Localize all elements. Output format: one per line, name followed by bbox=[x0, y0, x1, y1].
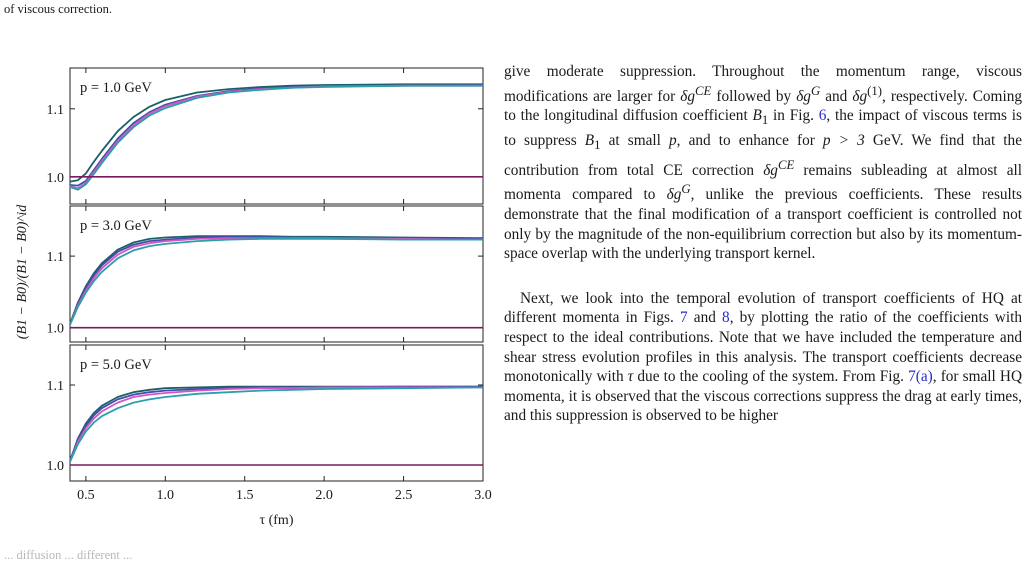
p1-text-2: and bbox=[820, 87, 853, 105]
panel-frame-3 bbox=[69, 344, 484, 482]
p1-text-7: , and to enhance for bbox=[676, 131, 823, 149]
series-line-1-2 bbox=[69, 84, 484, 187]
paragraph-2: Next, we look into the temporal evolutio… bbox=[504, 289, 1022, 426]
panel-frame-2 bbox=[69, 205, 484, 343]
p1-text-0: give moderate suppression. Throughout th… bbox=[504, 63, 1022, 105]
p1-sup-ce: CE bbox=[695, 83, 712, 98]
paragraph-1: give moderate suppression. Throughout th… bbox=[504, 62, 1022, 264]
p1-text-9: remains subleading at almost all momenta… bbox=[504, 161, 1022, 204]
fig-7a-link[interactable]: 7(a) bbox=[908, 368, 933, 386]
figure-chart: 1.0 1.1 p = 1.0 GeV 1.0 1.1 p = 3.0 GeV 1.0 1.1… bbox=[15, 67, 492, 528]
p1-text-5: , the impact of viscous terms is to supp… bbox=[504, 107, 1022, 149]
p1-text-3: , respectively. Coming to the longitudin… bbox=[504, 87, 1022, 125]
series-line-1-4 bbox=[69, 84, 483, 191]
bottom-caption-fragment: ... diffusion ... different ... bbox=[4, 548, 133, 562]
p1-text-6: at small bbox=[600, 131, 670, 149]
top-caption-fragment: of viscous correction. bbox=[4, 2, 112, 16]
series-line-3-4 bbox=[69, 386, 484, 463]
p2-text-4: , for small HQ momenta, it is observed t… bbox=[504, 368, 1022, 425]
y-tick-label-2-2: 1.1 bbox=[47, 250, 65, 265]
p1-sup-g: G bbox=[810, 83, 821, 98]
p1-math-dg-ce: δg bbox=[680, 87, 696, 105]
panel-frame-1 bbox=[69, 67, 484, 205]
p2-text-1: and bbox=[687, 309, 723, 327]
fig-8-link[interactable]: 8 bbox=[722, 309, 730, 327]
x-tick-label-5: 2.5 bbox=[395, 488, 413, 503]
body-text: give moderate suppression. Throughout th… bbox=[504, 62, 1022, 426]
p1-sup-1: (1) bbox=[867, 83, 883, 98]
p1-text-4: in Fig. bbox=[768, 107, 819, 125]
p2-text-2: , by plotting the ratio of the coefficie… bbox=[504, 309, 1022, 386]
fig-6-link[interactable]: 6 bbox=[818, 107, 827, 125]
x-tick-label-1: 0.5 bbox=[77, 488, 95, 503]
p1-sup-g-b: G bbox=[681, 182, 691, 197]
x-tick-label-2: 1.0 bbox=[157, 488, 175, 503]
p2-text-3: due to the cooling of the system. From F… bbox=[633, 368, 909, 386]
panel-label-3: p = 5.0 GeV bbox=[80, 357, 152, 373]
y-tick-label-1-1: 1.0 bbox=[47, 171, 65, 186]
y-axis-label: (B1 − B0)/(B1 − B0)^id bbox=[15, 204, 30, 339]
y-tick-label-1-2: 1.1 bbox=[47, 103, 65, 118]
x-tick-label-6: 3.0 bbox=[474, 488, 492, 503]
p1-math-p: p bbox=[669, 131, 677, 149]
p1-math-dg-ce-b: δg bbox=[763, 161, 778, 179]
series-line-1-1 bbox=[69, 83, 483, 183]
series-line-2-1 bbox=[69, 235, 484, 325]
series-line-1-3 bbox=[69, 84, 483, 190]
panel-label-2: p = 3.0 GeV bbox=[80, 218, 152, 234]
p1-text-10: , unlike the previous coefficients. Thes… bbox=[504, 186, 1022, 263]
y-tick-label-3-2: 1.1 bbox=[47, 379, 65, 394]
p2-math-tau: τ bbox=[627, 368, 634, 386]
p1-text-8: GeV. We find that the contribution from … bbox=[504, 131, 1022, 179]
p1-math-dg-g: δg bbox=[796, 87, 811, 105]
series-line-2-4 bbox=[69, 237, 483, 326]
p1-math-b1-b: B bbox=[584, 131, 595, 149]
x-axis-label: τ (fm) bbox=[259, 513, 293, 528]
p2-text-0: Next, we look into the temporal evolutio… bbox=[504, 289, 1022, 327]
x-tick-label-3: 1.5 bbox=[236, 488, 254, 503]
p1-sub-1-b: 1 bbox=[594, 137, 601, 152]
y-tick-label-3-1: 1.0 bbox=[47, 459, 65, 474]
panel-label-1: p = 1.0 GeV bbox=[80, 80, 152, 96]
series-line-2-2 bbox=[69, 235, 484, 325]
p1-sup-ce-b: CE bbox=[777, 157, 795, 172]
p1-math-dg-1: δg bbox=[852, 87, 868, 105]
p1-sub-1: 1 bbox=[761, 113, 769, 128]
y-tick-label-2-1: 1.0 bbox=[47, 322, 65, 337]
x-tick-label-4: 2.0 bbox=[315, 488, 333, 503]
fig-7-link[interactable]: 7 bbox=[679, 309, 688, 327]
series-line-3-3 bbox=[69, 386, 483, 463]
p1-text-1: followed by bbox=[711, 87, 797, 105]
p1-math-dg-g-b: δg bbox=[666, 186, 682, 204]
p1-math-b1: B bbox=[752, 107, 762, 125]
p1-math-p-gt-3: p > 3 bbox=[822, 131, 865, 149]
